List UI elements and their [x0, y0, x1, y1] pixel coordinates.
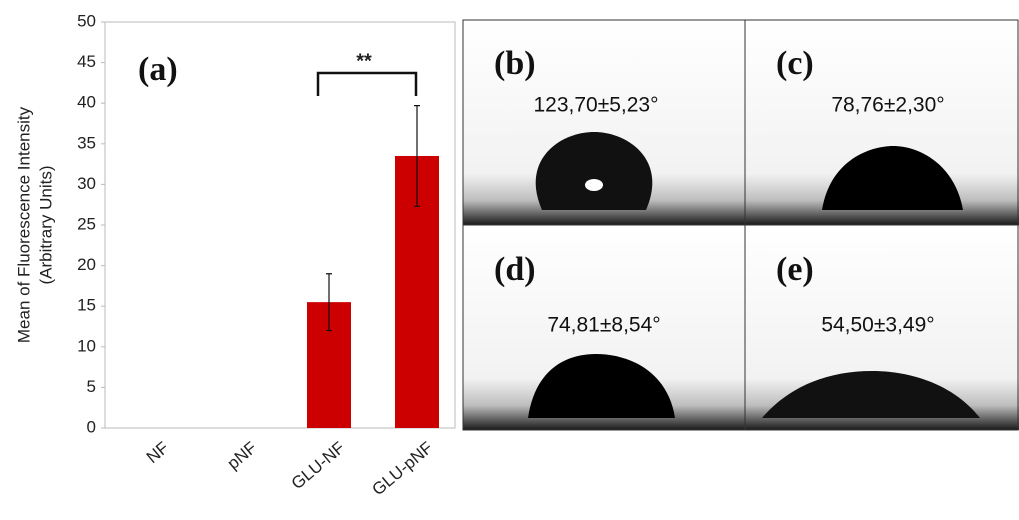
panel-label: (d)	[494, 251, 536, 288]
page: {"chart_data": {"type": "bar", "panel_la…	[0, 0, 1019, 520]
panel-label: (c)	[776, 45, 814, 82]
significance-bracket	[318, 73, 416, 96]
y-tick-label: 0	[87, 417, 96, 436]
y-axis-label: Mean of Fluorescence Intensity	[14, 106, 33, 343]
y-axis-label: (Arbitrary Units)	[36, 165, 55, 284]
y-tick-label: 15	[77, 296, 96, 315]
y-tick-label: 50	[77, 11, 96, 30]
y-tick-label: 25	[77, 214, 96, 233]
y-tick-label: 35	[77, 133, 96, 152]
photo-grid: (b) 123,70±5,23° (c) 78,76±2,30° (d) 74,…	[463, 20, 1019, 430]
y-tick-label: 30	[77, 174, 96, 193]
x-tick-label: GLU-pNF	[369, 438, 437, 499]
x-tick-label: NF	[143, 438, 173, 467]
contact-angle: 78,76±2,30°	[831, 94, 944, 117]
contact-angle: 74,81±8,54°	[547, 314, 660, 337]
x-tick-label: pNF	[224, 438, 261, 473]
y-tick-label: 45	[77, 52, 96, 71]
y-tick-label: 20	[77, 255, 96, 274]
panel-label: (b)	[494, 45, 536, 82]
contact-angle: 123,70±5,23°	[533, 94, 658, 117]
droplet-highlight	[585, 179, 603, 191]
y-tick-label: 40	[77, 93, 96, 112]
significance-label: **	[356, 50, 372, 72]
panel-label: (e)	[776, 251, 814, 288]
contact-angle: 54,50±3,49°	[821, 314, 934, 337]
figure: (a) Mean of Fluorescence Intensity (Arbi…	[0, 0, 1019, 520]
y-tick-label: 10	[77, 336, 96, 355]
y-tick-label: 5	[87, 377, 96, 396]
x-tick-label: GLU-NF	[288, 438, 349, 493]
panel-label: (a)	[138, 51, 178, 88]
